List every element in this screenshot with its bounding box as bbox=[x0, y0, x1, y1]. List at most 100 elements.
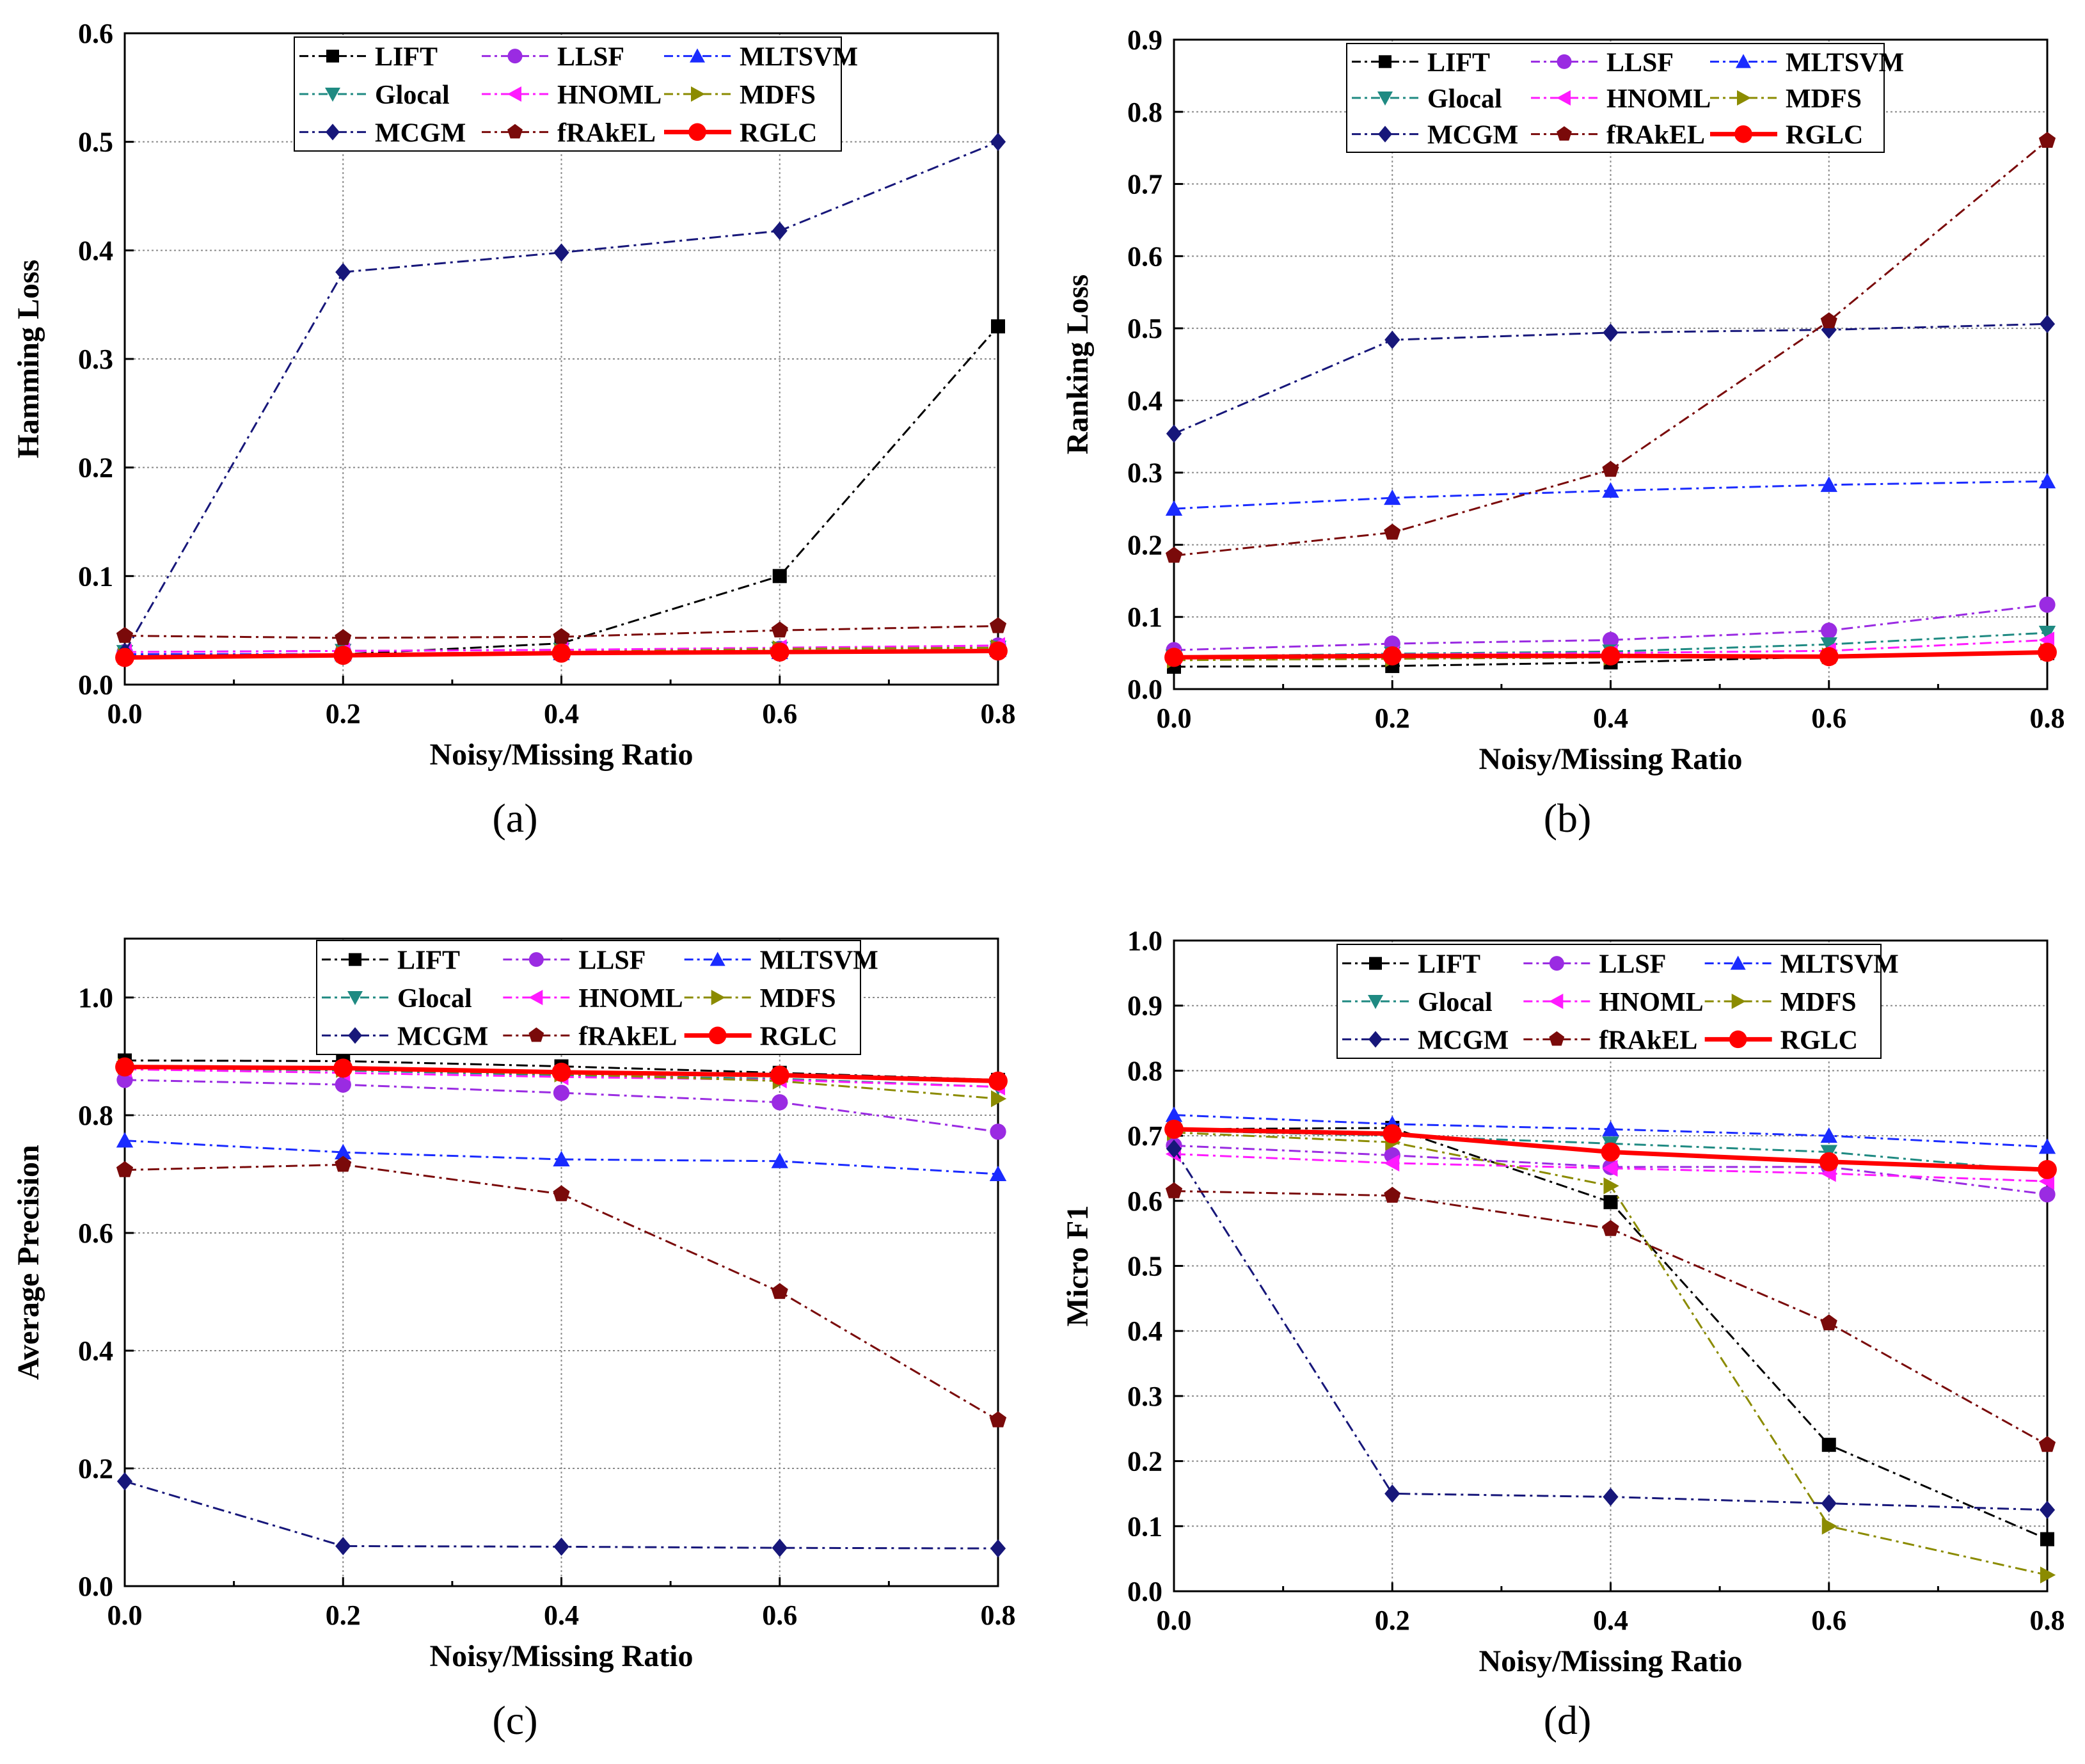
x-tick-label: 0.8 bbox=[2030, 1605, 2065, 1636]
x-tick-label: 0.4 bbox=[1593, 1605, 1628, 1636]
y-tick-label: 0.2 bbox=[78, 1453, 113, 1484]
series-line-hnoml bbox=[1173, 1153, 2048, 1182]
legend-marker bbox=[688, 123, 706, 141]
legend-marker bbox=[507, 123, 523, 139]
x-axis-title: Noisy/Missing Ratio bbox=[1479, 742, 1742, 776]
series-line-llsf bbox=[1173, 1144, 2048, 1196]
legend-item-rglc: RGLC bbox=[664, 118, 817, 148]
legend-label: HNOML bbox=[578, 984, 683, 1013]
legend-box bbox=[1346, 43, 1885, 153]
legend-marker bbox=[1368, 1031, 1383, 1048]
legend-marker bbox=[691, 86, 705, 102]
x-tick-label: 0.2 bbox=[326, 698, 361, 729]
data-point bbox=[2038, 473, 2056, 489]
data-point bbox=[2038, 1436, 2056, 1452]
legend-marker bbox=[1378, 125, 1392, 143]
series-line-mltsvm bbox=[1173, 480, 2048, 510]
data-point bbox=[335, 629, 352, 646]
data-point bbox=[2039, 596, 2056, 613]
legend-item-llsf: LLSF bbox=[1531, 48, 1674, 77]
series-rglc bbox=[115, 1057, 1008, 1091]
legend-item-frakel: fRAkEL bbox=[1523, 1026, 1697, 1055]
series-line-mltsvm bbox=[124, 1140, 999, 1175]
legend-marker bbox=[1736, 54, 1751, 68]
legend-marker bbox=[1557, 90, 1571, 106]
legend-label: HNOML bbox=[1599, 988, 1703, 1017]
series-mcgm bbox=[116, 1472, 1006, 1558]
legend-label: Glocal bbox=[375, 81, 450, 110]
data-point bbox=[1166, 1140, 1182, 1158]
x-tick-label: 0.6 bbox=[762, 698, 797, 729]
panel-label: (d) bbox=[1544, 1697, 1592, 1743]
data-point bbox=[551, 643, 571, 663]
legend-marker bbox=[1368, 995, 1383, 1009]
series-llsf bbox=[116, 1072, 1006, 1140]
y-tick-label: 0.1 bbox=[1127, 1511, 1162, 1542]
series-line-mdfs bbox=[1173, 650, 2048, 662]
data-point bbox=[553, 628, 570, 644]
data-point bbox=[2040, 1532, 2054, 1546]
y-tick-label: 0.5 bbox=[78, 127, 113, 158]
panel-label: (c) bbox=[492, 1697, 537, 1743]
legend-item-mltsvm: MLTSVM bbox=[664, 43, 858, 72]
x-tick-label: 0.2 bbox=[1375, 1605, 1410, 1636]
legend-marker bbox=[528, 1027, 544, 1042]
x-axis-title: Noisy/Missing Ratio bbox=[429, 1639, 693, 1673]
legend-item-mcgm: MCGM bbox=[1352, 121, 1518, 150]
legend-item-glocal: Glocal bbox=[322, 984, 472, 1013]
y-tick-label: 0.9 bbox=[1127, 990, 1162, 1022]
data-point bbox=[116, 1132, 134, 1148]
x-tick-label: 0.0 bbox=[107, 698, 143, 729]
series-line-frakel bbox=[124, 624, 999, 639]
legend-marker bbox=[1731, 994, 1746, 1009]
legend-label: RGLC bbox=[760, 1022, 837, 1051]
legend-label: RGLC bbox=[1780, 1026, 1858, 1055]
legend-marker bbox=[1557, 54, 1572, 69]
data-point bbox=[989, 1411, 1007, 1427]
data-point bbox=[1821, 1518, 1837, 1535]
legend-label: LIFT bbox=[1418, 950, 1480, 980]
series-rglc bbox=[1164, 642, 2057, 667]
data-point bbox=[1602, 632, 1619, 648]
x-tick-label: 0.6 bbox=[1811, 1605, 1846, 1636]
y-tick-label: 0.0 bbox=[1127, 674, 1162, 705]
legend-label: LIFT bbox=[397, 946, 460, 976]
legend-item-mdfs: MDFS bbox=[684, 984, 836, 1013]
data-point bbox=[1384, 1186, 1401, 1203]
legend-item-mltsvm: MLTSVM bbox=[684, 946, 878, 976]
legend-marker bbox=[708, 1026, 727, 1045]
data-point bbox=[1384, 1484, 1400, 1503]
data-point bbox=[2038, 1138, 2056, 1154]
series-mltsvm bbox=[1165, 473, 2056, 516]
y-tick-label: 0.4 bbox=[1127, 385, 1162, 417]
data-point bbox=[1602, 1120, 1619, 1136]
data-point bbox=[335, 1156, 352, 1172]
legend-marker bbox=[1729, 1030, 1747, 1049]
series-mcgm bbox=[1166, 1140, 2056, 1520]
y-tick-label: 0.4 bbox=[1127, 1315, 1162, 1347]
data-point bbox=[988, 641, 1008, 661]
data-point bbox=[991, 1090, 1007, 1108]
legend-label: HNOML bbox=[1606, 84, 1711, 114]
legend-marker bbox=[348, 1027, 362, 1044]
data-point bbox=[1384, 330, 1400, 349]
legend-label: HNOML bbox=[557, 81, 662, 110]
data-point bbox=[990, 1539, 1006, 1558]
legend-item-glocal: Glocal bbox=[1352, 84, 1502, 114]
series-rglc bbox=[115, 641, 1008, 667]
data-point bbox=[1602, 1159, 1618, 1177]
panel-label: (b) bbox=[1544, 795, 1592, 841]
legend-item-lift: LIFT bbox=[299, 43, 438, 72]
legend-item-glocal: Glocal bbox=[299, 81, 450, 110]
y-tick-label: 0.3 bbox=[1127, 457, 1162, 489]
legend-item-llsf: LLSF bbox=[1523, 950, 1666, 980]
x-tick-label: 0.0 bbox=[1157, 1605, 1192, 1636]
legend-item-llsf: LLSF bbox=[482, 43, 624, 72]
data-point bbox=[2040, 1566, 2056, 1584]
data-point bbox=[1820, 1127, 1837, 1143]
data-point bbox=[1165, 500, 1183, 516]
data-point bbox=[1603, 323, 1619, 342]
legend-item-hnoml: HNOML bbox=[1523, 988, 1704, 1017]
data-point bbox=[1821, 1438, 1836, 1452]
